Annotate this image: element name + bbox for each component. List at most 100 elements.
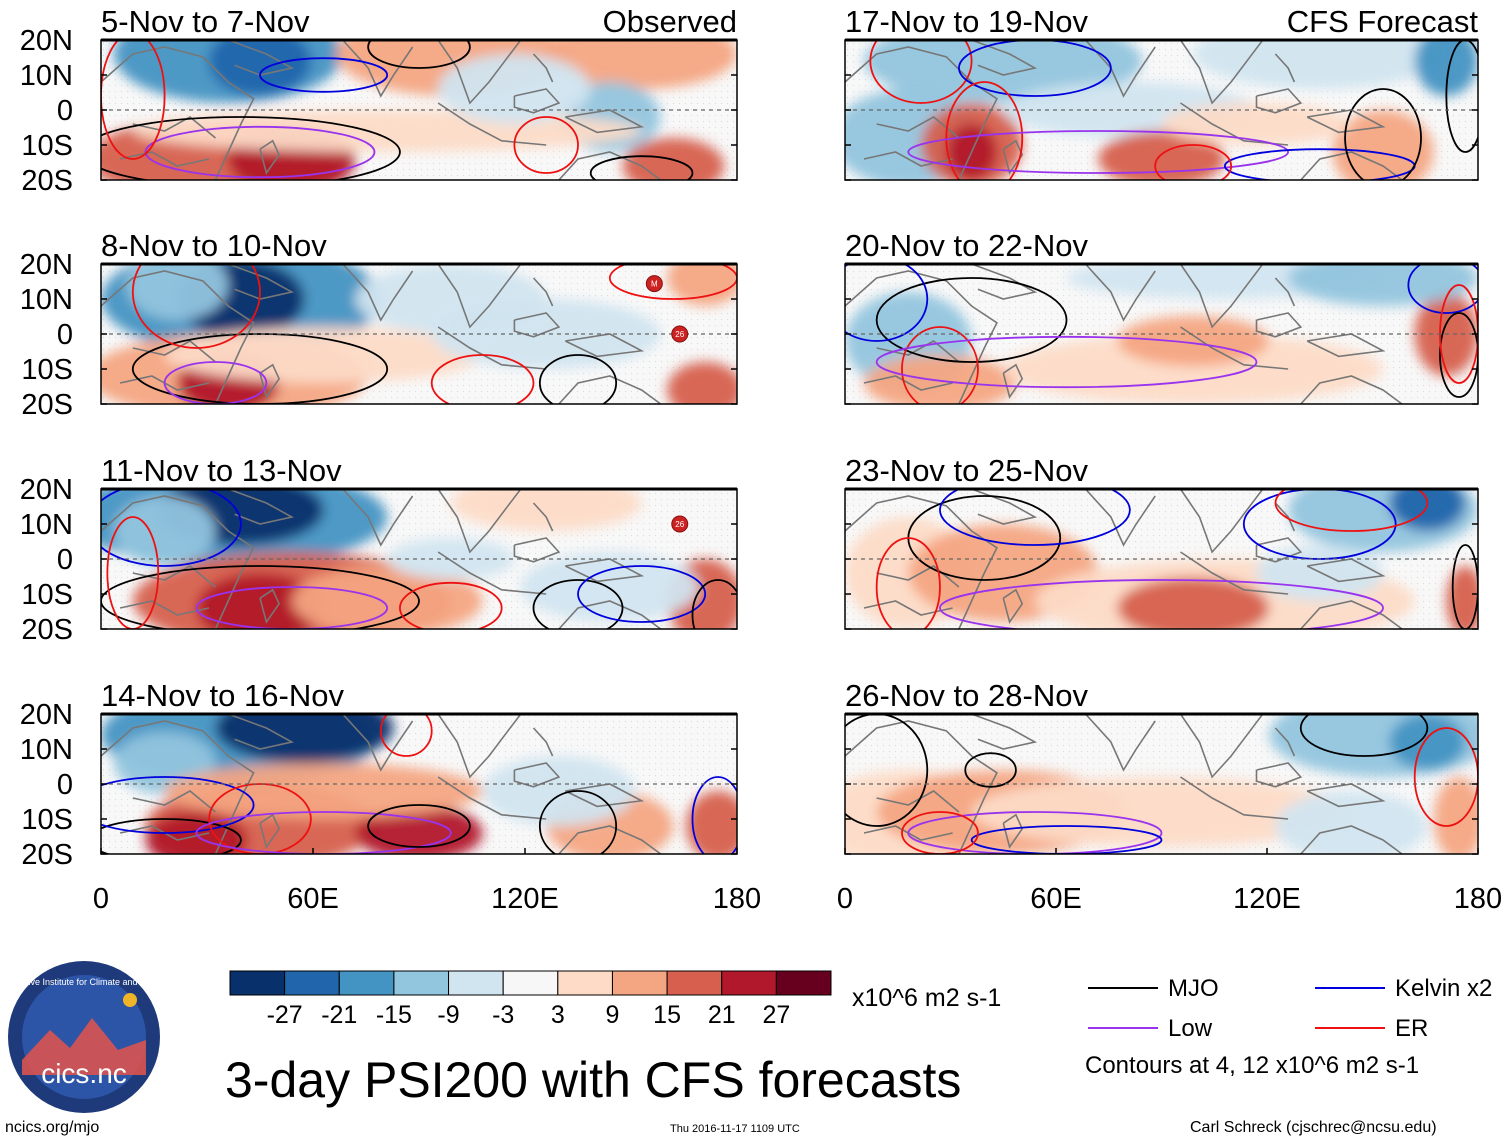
lat-label: 20S xyxy=(21,165,73,197)
kelvin-contour xyxy=(1407,264,1478,314)
psi-anomaly-shading xyxy=(101,264,737,404)
lat-label: 10S xyxy=(21,130,73,162)
mjo-contour xyxy=(1344,88,1422,180)
lat-label: 0 xyxy=(57,769,73,801)
psi-anomaly-shading xyxy=(101,489,737,629)
logo-text: cics.nc xyxy=(41,1058,127,1089)
colorbar-tick: -27 xyxy=(267,1001,303,1029)
kelvin-contour xyxy=(939,489,1131,546)
kelvin-contour xyxy=(970,825,1163,854)
low-contour xyxy=(907,811,1163,854)
coastlines xyxy=(101,714,662,854)
lat-label: 20N xyxy=(20,699,73,731)
mjo-contour xyxy=(131,333,389,404)
er-contour xyxy=(875,537,941,629)
lat-label: 0 xyxy=(57,319,73,351)
map-panel: 20-Nov to 22-Nov xyxy=(844,228,1479,405)
kelvin-contour xyxy=(691,776,737,854)
lat-label: 10N xyxy=(20,284,73,316)
coastlines xyxy=(845,489,1403,629)
svg-text:26: 26 xyxy=(675,520,684,529)
kelvin-contour xyxy=(101,489,242,567)
colorbar-swatch xyxy=(393,970,450,996)
colorbar: -27 -21 -15 -9 -3 3 9 15 21 27 xyxy=(229,970,832,1029)
mjo-contour xyxy=(101,818,242,854)
lon-label: 0 xyxy=(837,883,853,915)
legend-label: Low xyxy=(1168,1015,1213,1042)
panel-period: 8-Nov to 10-Nov xyxy=(101,228,327,263)
panel-period: 11-Nov to 13-Nov xyxy=(101,453,342,488)
mjo-contour xyxy=(101,565,420,629)
colorbar-swatch xyxy=(448,970,504,996)
lat-label: 0 xyxy=(57,95,73,127)
lat-label: 20S xyxy=(21,389,73,421)
colorbar-tick: 9 xyxy=(606,1001,620,1029)
colorbar-swatch xyxy=(338,970,395,996)
er-contour xyxy=(379,714,433,757)
colorbar-swatch xyxy=(502,970,559,996)
colorbar-tick: 21 xyxy=(708,1001,736,1029)
logo-ring-text: Cooperative Institute for Climate and Sa… xyxy=(0,977,177,987)
panel-period: 20-Nov to 22-Nov xyxy=(845,228,1088,263)
colorbar-swatch xyxy=(284,970,340,996)
panel-period: 26-Nov to 28-Nov xyxy=(845,678,1088,713)
colorbar-swatch xyxy=(229,970,286,996)
mjo-contour xyxy=(532,579,624,629)
lat-label: 20N xyxy=(20,474,73,506)
colorbar-tick: 15 xyxy=(653,1001,681,1029)
legend-label: Kelvin x2 xyxy=(1395,975,1492,1002)
mjo-contour xyxy=(1299,714,1429,757)
colorbar-tick: -9 xyxy=(437,1001,459,1029)
low-contour xyxy=(907,130,1289,174)
kelvin-contour xyxy=(101,776,255,834)
colorbar-tick: 3 xyxy=(551,1001,565,1029)
contour-note: Contours at 4, 12 x10^6 m2 s-1 xyxy=(1085,1052,1419,1079)
legend-label: ER xyxy=(1395,1015,1428,1042)
colorbar-tick: -21 xyxy=(321,1001,357,1029)
panel-period: 5-Nov to 7-Nov xyxy=(101,4,310,39)
storm-marker: 26 xyxy=(671,515,689,533)
footer-timestamp: Thu 2016-11-17 1109 UTC xyxy=(670,1123,800,1135)
storm-marker: M xyxy=(645,275,663,293)
lat-label: 10S xyxy=(21,804,73,836)
footer-url[interactable]: ncics.org/mjo xyxy=(5,1119,99,1136)
er-contour xyxy=(131,264,261,349)
er-contour xyxy=(901,811,979,854)
lat-label: 20N xyxy=(20,249,73,281)
mjo-contour xyxy=(538,790,618,854)
lon-label: 180 xyxy=(713,883,761,915)
lon-label: 60E xyxy=(287,883,339,915)
er-contour xyxy=(430,354,535,404)
er-contour xyxy=(208,783,312,854)
lon-label: 180 xyxy=(1454,883,1502,915)
lat-label: 10N xyxy=(20,509,73,541)
forecast-label: CFS Forecast xyxy=(1287,4,1479,39)
kelvin-contour xyxy=(845,264,929,342)
lon-label: 60E xyxy=(1030,883,1082,915)
low-contour xyxy=(195,586,389,629)
er-contour xyxy=(106,516,160,629)
panel-period: 17-Nov to 19-Nov xyxy=(845,4,1088,39)
figure-title: 3-day PSI200 with CFS forecasts xyxy=(225,1052,961,1108)
colorbar-swatch xyxy=(666,970,723,996)
er-contour xyxy=(1274,489,1429,532)
observed-label: Observed xyxy=(603,4,737,39)
lon-label: 0 xyxy=(93,883,109,915)
mjo-contour xyxy=(1445,40,1478,153)
storm-marker: 26 xyxy=(671,325,689,343)
coastlines xyxy=(101,40,662,180)
lat-label: 20S xyxy=(21,839,73,871)
map-panel: 26-Nov to 28-Nov 0 60E 120E 180 xyxy=(837,678,1502,915)
map-panel: 17-Nov to 19-Nov CFS Forecast xyxy=(844,4,1479,181)
mjo-contour xyxy=(538,354,618,404)
er-contour xyxy=(101,40,166,160)
low-contour xyxy=(939,579,1384,629)
er-contour xyxy=(513,116,579,174)
psi-anomaly-shading xyxy=(845,714,1478,854)
lon-label: 120E xyxy=(491,883,559,915)
lon-label: 120E xyxy=(1233,883,1301,915)
